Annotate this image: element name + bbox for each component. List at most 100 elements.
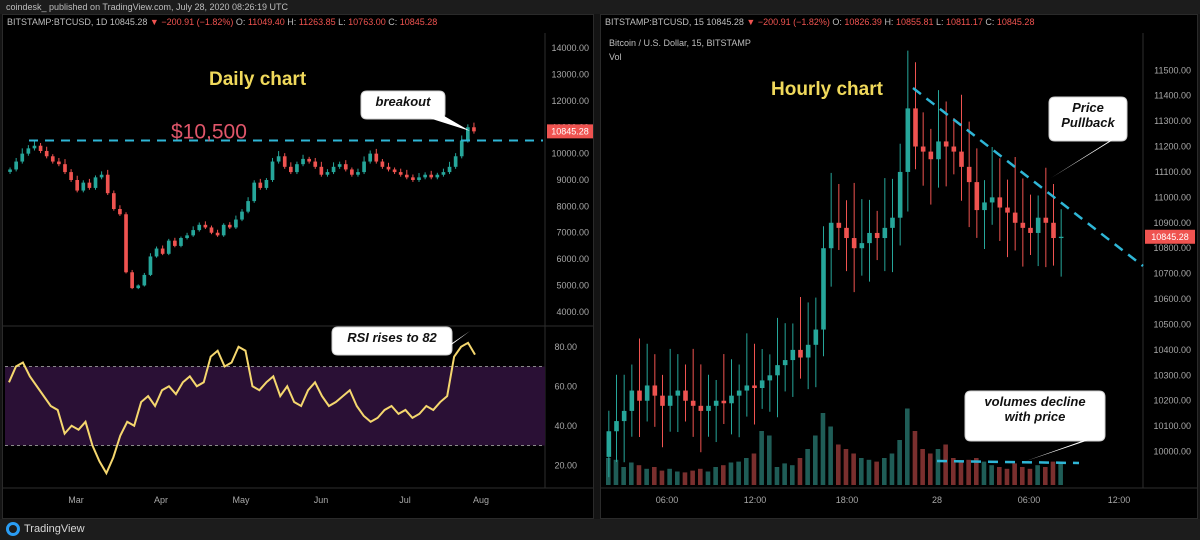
daily-candle bbox=[136, 285, 141, 289]
hourly-symbol-line-part: 10845.28 bbox=[706, 17, 746, 27]
volume-bar bbox=[652, 467, 657, 485]
daily-candle bbox=[417, 177, 421, 180]
volume-bar bbox=[974, 458, 979, 485]
volume-bar bbox=[951, 458, 956, 485]
volume-bar bbox=[851, 453, 856, 485]
hourly-chart-panel[interactable]: BITSTAMP:BTCUSD, 15 10845.28 ▼ −200.91 (… bbox=[600, 14, 1198, 519]
volume-bar bbox=[713, 467, 718, 485]
hourly-symbol-line-part: 10855.81 bbox=[896, 17, 936, 27]
volume-bar bbox=[928, 453, 933, 485]
volume-bar bbox=[790, 465, 795, 485]
daily-candle bbox=[69, 172, 73, 180]
hourly-y-tick: 11000.00 bbox=[1154, 192, 1191, 202]
hourly-chart-title: Hourly chart bbox=[771, 79, 884, 100]
volume-bar bbox=[613, 459, 619, 485]
daily-candle bbox=[142, 274, 147, 286]
hourly-candle bbox=[874, 232, 880, 239]
publish-info: coindesk_ published on TradingView.com, … bbox=[6, 2, 289, 12]
hourly-candle bbox=[1020, 222, 1026, 228]
hourly-candle bbox=[805, 344, 811, 358]
hourly-symbol-line-part: 10826.39 bbox=[844, 17, 884, 27]
hourly-candle bbox=[775, 365, 780, 376]
daily-symbol-line-part: ▼ −200.91 (−1.82%) bbox=[150, 17, 236, 27]
volume-bar bbox=[935, 449, 941, 485]
daily-candle bbox=[472, 127, 476, 132]
daily-candle bbox=[325, 172, 330, 175]
daily-chart-panel[interactable]: BITSTAMP:BTCUSD, 1D 10845.28 ▼ −200.91 (… bbox=[2, 14, 594, 519]
volume-bar bbox=[897, 440, 902, 485]
tradingview-brand[interactable]: TradingView bbox=[24, 523, 85, 535]
publish-bar: coindesk_ published on TradingView.com, … bbox=[0, 0, 1200, 14]
volume-bar bbox=[1004, 468, 1010, 485]
hourly-x-tick: 12:00 bbox=[1108, 495, 1131, 505]
daily-candle bbox=[87, 182, 92, 188]
daily-candle bbox=[197, 224, 202, 231]
daily-candle bbox=[453, 156, 458, 167]
daily-candle bbox=[313, 161, 318, 167]
daily-candle bbox=[14, 161, 18, 170]
daily-candle bbox=[282, 156, 287, 167]
daily-price-tag-bg bbox=[547, 124, 593, 139]
breakout-callout-pointer bbox=[429, 113, 470, 131]
hourly-y-tick: 10000.00 bbox=[1153, 447, 1191, 457]
volume-bar bbox=[866, 459, 872, 485]
volume-bar bbox=[1020, 467, 1025, 485]
daily-candle bbox=[246, 201, 250, 212]
daily-candle bbox=[441, 172, 446, 175]
breakout-callout-text: breakout bbox=[376, 94, 432, 109]
hourly-y-tick: 10700.00 bbox=[1153, 269, 1191, 279]
daily-x-tick: Aug bbox=[473, 495, 489, 505]
daily-candle bbox=[93, 177, 98, 188]
hourly-y-tick: 11500.00 bbox=[1154, 65, 1191, 75]
daily-y-tick: 9000.00 bbox=[556, 175, 589, 185]
daily-symbol-line-part: O: bbox=[236, 17, 248, 27]
hourly-candle bbox=[1005, 207, 1010, 213]
rsi-y-tick: 40.00 bbox=[554, 421, 577, 431]
hourly-candle bbox=[752, 385, 757, 389]
daily-symbol-line-part: BITSTAMP:BTCUSD, 1D bbox=[7, 17, 110, 27]
hourly-candle bbox=[836, 222, 842, 228]
daily-y-tick: 14000.00 bbox=[551, 43, 589, 53]
volume-bar bbox=[629, 462, 634, 485]
hourly-candle bbox=[897, 171, 903, 218]
volume-bar bbox=[751, 453, 757, 485]
volume-bar bbox=[920, 449, 925, 485]
hourly-x-tick: 28 bbox=[932, 495, 942, 505]
hourly-x-tick: 06:00 bbox=[1018, 495, 1041, 505]
daily-candle bbox=[105, 174, 110, 194]
daily-symbol-line-part: C: bbox=[388, 17, 400, 27]
hourly-chart-svg[interactable]: BITSTAMP:BTCUSD, 15 10845.28 ▼ −200.91 (… bbox=[601, 15, 1197, 518]
volume-bar bbox=[721, 465, 726, 485]
hourly-candle bbox=[882, 227, 888, 239]
hourly-candle bbox=[943, 141, 949, 147]
daily-candle bbox=[160, 248, 165, 254]
hourly-candle bbox=[690, 400, 696, 406]
daily-chart-svg[interactable]: BITSTAMP:BTCUSD, 1D 10845.28 ▼ −200.91 (… bbox=[3, 15, 593, 518]
daily-candle bbox=[392, 169, 397, 173]
volume-bar bbox=[644, 468, 649, 485]
hourly-x-tick: 06:00 bbox=[656, 495, 679, 505]
daily-candle bbox=[124, 214, 128, 273]
daily-candle bbox=[258, 182, 263, 188]
hourly-trendline bbox=[912, 87, 1144, 267]
hourly-y-tick: 10100.00 bbox=[1153, 421, 1191, 431]
hourly-candle bbox=[698, 405, 704, 411]
tradingview-logo-icon[interactable] bbox=[6, 522, 20, 536]
hourly-candle bbox=[913, 108, 918, 147]
hourly-symbol-line: BITSTAMP:BTCUSD, 15 10845.28 ▼ −200.91 (… bbox=[605, 17, 1034, 27]
volume-bar bbox=[989, 465, 994, 485]
volume-bar bbox=[905, 408, 910, 485]
rsi-callout-box bbox=[331, 326, 453, 356]
volume-bar bbox=[797, 458, 803, 485]
hourly-y-tick: 10900.00 bbox=[1153, 218, 1191, 228]
hourly-candle bbox=[644, 385, 650, 401]
volume-bar bbox=[882, 458, 887, 485]
daily-symbol-line-part: 10845.28 bbox=[110, 17, 150, 27]
rsi-line bbox=[8, 341, 476, 476]
hourly-candle bbox=[1035, 217, 1041, 233]
hourly-candle bbox=[859, 243, 865, 249]
hourly-candle bbox=[989, 197, 995, 203]
hourly-y-tick: 11300.00 bbox=[1154, 116, 1191, 126]
rsi-callout-pointer bbox=[436, 331, 470, 354]
